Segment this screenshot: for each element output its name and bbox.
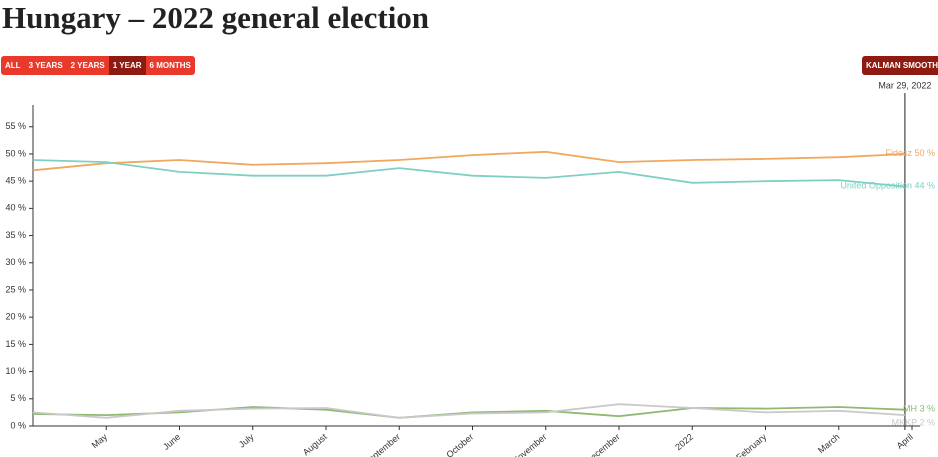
x-tick-label: 2022 [673,432,695,453]
x-tick-label: February [734,431,768,457]
x-tick-label: August [301,431,329,457]
series-line [32,150,905,172]
x-tick-label: September [362,432,402,457]
toggle-button[interactable]: 6 MONTHS [145,56,195,75]
toggle-button[interactable]: KALMAN SMOOTH [862,56,938,75]
series-end-label: Fidesz 50 % [885,148,935,158]
series-line [32,159,905,188]
toggle-button[interactable]: ALL [1,56,25,75]
page-title: Hungary – 2022 general election [2,0,430,35]
series-name: MH [903,404,917,414]
x-tick-label: October [444,432,475,457]
series-name: MKKP [892,418,918,428]
y-tick-label: 5 % [10,393,26,403]
smooth-buttons: KALMAN SMOOTHKALMAN [862,56,938,75]
series-end-label: MH 3 % [903,404,935,414]
toggle-button[interactable]: 1 YEAR [108,56,146,75]
series-value-label: 50 % [914,148,935,158]
series-name: United Opposition [840,181,912,191]
toggle-button[interactable]: 2 YEARS [66,56,109,75]
x-tick-label: July [237,431,256,449]
x-tick-label: May [90,431,110,450]
y-tick-label: 30 % [5,257,26,267]
series-value-label: 3 % [919,404,935,414]
toggle-button[interactable]: 3 YEARS [24,56,67,75]
series-line [32,406,905,419]
series-end-label: MKKP 2 % [892,418,935,428]
series-value-label: 44 % [914,181,935,191]
series-value-label: 2 % [919,418,935,428]
y-tick-label: 35 % [5,230,26,240]
y-tick-label: 15 % [5,339,26,349]
y-tick-label: 55 % [5,121,26,131]
series-end-label: United Opposition 44 % [840,181,935,191]
y-tick-label: 45 % [5,176,26,186]
y-tick-label: 0 % [10,420,26,430]
series-line [32,403,905,419]
y-tick-label: 25 % [5,284,26,294]
y-tick-label: 20 % [5,312,26,322]
range-buttons: ALL 3 YEARS 2 YEARS 1 YEAR 6 MONTHS [1,56,195,75]
y-tick-label: 10 % [5,366,26,376]
y-tick-label: 50 % [5,148,26,158]
x-tick-label: April [895,432,915,451]
x-tick-label: March [816,432,842,456]
x-tick-label: November [510,432,548,457]
x-tick-label: December [584,432,622,457]
y-tick-label: 40 % [5,203,26,213]
cursor-label: Mar 29, 2022 [878,80,931,90]
series-name: Fidesz [885,148,912,158]
x-tick-label: June [161,432,182,452]
